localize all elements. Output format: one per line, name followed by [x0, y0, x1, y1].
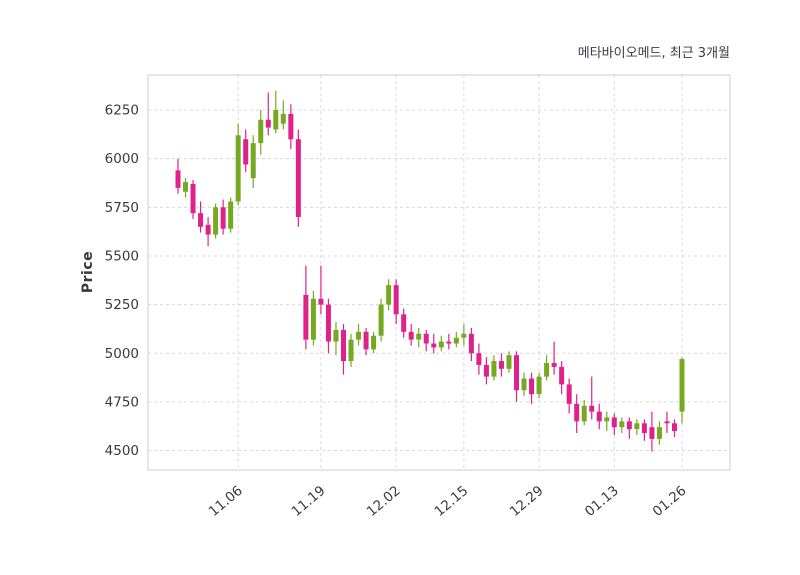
- y-axis-label: Price: [80, 250, 96, 294]
- candle-body: [416, 333, 422, 340]
- candle-body: [423, 333, 429, 344]
- candle-body: [559, 366, 565, 385]
- candle-body: [333, 329, 339, 342]
- candle-body: [551, 362, 557, 367]
- candle-body: [514, 355, 520, 391]
- candle-body: [498, 361, 504, 369]
- candle-body: [574, 403, 580, 422]
- candle-body: [634, 423, 640, 430]
- x-tick-label: 12.29: [507, 483, 547, 520]
- candle-body: [566, 384, 572, 404]
- x-tick-label: 12.02: [364, 483, 404, 520]
- y-tick-label: 4500: [105, 443, 139, 459]
- candle-body: [340, 329, 346, 362]
- candle-body: [506, 355, 512, 369]
- candle-body: [649, 427, 655, 439]
- candle-body: [679, 359, 685, 412]
- x-tick-label: 11.06: [206, 483, 246, 520]
- candle-body: [446, 341, 452, 344]
- candle-body: [198, 213, 204, 227]
- candle-body: [596, 411, 602, 422]
- candle-body: [536, 376, 542, 395]
- candle-body: [453, 337, 459, 344]
- candle-body: [183, 182, 189, 192]
- candle-body: [348, 339, 354, 362]
- candle-body: [544, 362, 550, 377]
- candle-body: [378, 304, 384, 336]
- x-tick-label: 11.19: [289, 483, 329, 520]
- candle-body: [468, 333, 474, 354]
- candle-body: [521, 378, 527, 391]
- candle-body: [318, 298, 324, 305]
- x-tick-label: 01.26: [650, 483, 690, 520]
- candle-body: [243, 139, 249, 165]
- y-tick-label: 6000: [105, 151, 139, 167]
- candle-body: [671, 423, 677, 432]
- candle-body: [491, 361, 497, 377]
- candle-body: [310, 298, 316, 340]
- x-tick-label: 01.13: [582, 483, 622, 520]
- candle-body: [220, 207, 226, 229]
- candle-body: [228, 201, 234, 229]
- candle-body: [303, 294, 309, 340]
- x-tick-label: 12.15: [432, 483, 472, 520]
- y-tick-label: 5250: [105, 297, 139, 313]
- y-tick-label: 5750: [105, 200, 139, 216]
- candle-body: [604, 417, 610, 422]
- candle-body: [476, 353, 482, 365]
- candle-body: [529, 378, 535, 395]
- y-tick-label: 6250: [105, 103, 139, 119]
- candle-body: [656, 427, 662, 439]
- plot-border: [147, 74, 731, 471]
- candle-body: [581, 405, 587, 422]
- candle-body: [213, 207, 219, 235]
- candle-body: [356, 331, 362, 340]
- y-tick-label: 5500: [105, 248, 139, 264]
- candle-body: [461, 333, 467, 338]
- candle-body: [175, 170, 181, 188]
- candle-body: [641, 423, 647, 434]
- candle-body: [438, 341, 444, 348]
- candle-body: [288, 113, 294, 140]
- candle-body: [258, 119, 264, 144]
- candle-body: [250, 143, 256, 179]
- candle-body: [589, 405, 595, 412]
- candle-body: [280, 113, 286, 124]
- candle-body: [265, 119, 271, 128]
- candle-body: [190, 183, 196, 214]
- candle-body: [325, 304, 331, 342]
- candle-body: [393, 285, 399, 315]
- y-tick-label: 5000: [105, 346, 139, 362]
- candle-body: [371, 335, 377, 350]
- candle-body: [483, 364, 489, 377]
- candle-body: [235, 135, 241, 202]
- chart-title: 메타바이오메드, 최근 3개월: [577, 46, 730, 61]
- candle-body: [408, 331, 414, 340]
- candle-body: [273, 110, 279, 130]
- candle-body: [431, 343, 437, 348]
- y-tick-label: 4750: [105, 394, 139, 410]
- candle-body: [295, 139, 301, 218]
- candle-body: [611, 417, 617, 428]
- candle-body: [619, 421, 625, 428]
- candle-body: [626, 421, 632, 430]
- candle-body: [205, 224, 211, 235]
- candle-body: [401, 314, 407, 332]
- candle-body: [363, 331, 369, 350]
- candle-body: [386, 285, 392, 305]
- candle-body: [664, 421, 670, 424]
